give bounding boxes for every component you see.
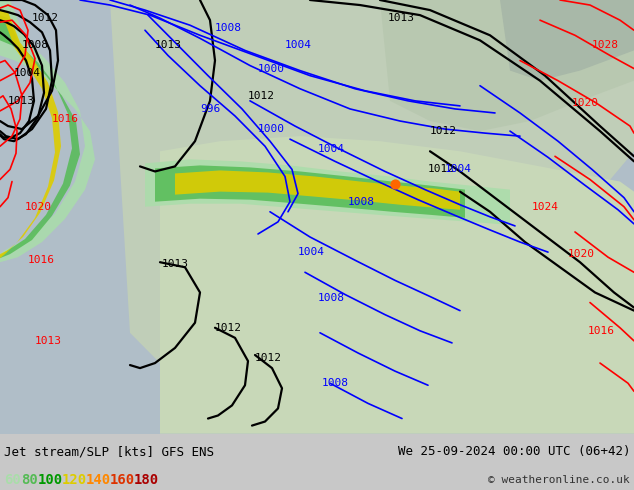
Text: 1013: 1013 <box>388 13 415 23</box>
Text: 1020: 1020 <box>25 202 52 212</box>
Text: 1004: 1004 <box>445 165 472 174</box>
Text: 1004: 1004 <box>285 40 312 50</box>
Text: 996: 996 <box>200 104 220 114</box>
Text: 60: 60 <box>4 473 21 487</box>
Text: 1000: 1000 <box>258 124 285 134</box>
Polygon shape <box>380 0 634 131</box>
Text: 1016: 1016 <box>28 255 55 265</box>
Text: 1012: 1012 <box>248 91 275 101</box>
Text: 1020: 1020 <box>568 249 595 259</box>
Text: 1008: 1008 <box>22 40 49 50</box>
Polygon shape <box>0 15 80 258</box>
Text: 1024: 1024 <box>532 202 559 212</box>
Text: 1004: 1004 <box>298 247 325 257</box>
Text: 1000: 1000 <box>258 64 285 74</box>
Polygon shape <box>175 171 460 210</box>
Text: 180: 180 <box>134 473 159 487</box>
Text: 1008: 1008 <box>348 196 375 207</box>
Text: 1012: 1012 <box>428 165 455 174</box>
Text: 1013: 1013 <box>8 96 35 106</box>
Polygon shape <box>0 10 61 258</box>
Text: 100: 100 <box>38 473 63 487</box>
Polygon shape <box>155 166 465 218</box>
Text: 1004: 1004 <box>14 68 41 77</box>
Text: We 25-09-2024 00:00 UTC (06+42): We 25-09-2024 00:00 UTC (06+42) <box>398 445 630 458</box>
Text: 160: 160 <box>110 473 135 487</box>
Text: 80: 80 <box>21 473 38 487</box>
Text: 1008: 1008 <box>318 293 345 302</box>
Polygon shape <box>500 0 634 81</box>
Text: 120: 120 <box>62 473 87 487</box>
Text: 1020: 1020 <box>572 98 599 108</box>
Polygon shape <box>160 136 634 434</box>
Text: 1012: 1012 <box>215 323 242 333</box>
Text: 140: 140 <box>86 473 111 487</box>
Text: 1013: 1013 <box>155 40 182 50</box>
Polygon shape <box>110 0 634 423</box>
Text: 1004: 1004 <box>318 144 345 154</box>
Text: Jet stream/SLP [kts] GFS ENS: Jet stream/SLP [kts] GFS ENS <box>4 445 214 458</box>
Text: © weatheronline.co.uk: © weatheronline.co.uk <box>488 475 630 485</box>
Text: 1008: 1008 <box>322 378 349 388</box>
Text: 1013: 1013 <box>35 336 62 346</box>
Text: 1008: 1008 <box>215 23 242 33</box>
Text: 1028: 1028 <box>592 40 619 50</box>
Text: 1012: 1012 <box>32 13 59 23</box>
Text: 1012: 1012 <box>430 126 457 136</box>
Point <box>390 180 400 188</box>
Text: 1016: 1016 <box>588 326 615 336</box>
Polygon shape <box>145 159 510 225</box>
Polygon shape <box>0 0 95 262</box>
Text: 1012: 1012 <box>255 353 282 363</box>
Text: 1013: 1013 <box>162 259 189 269</box>
Text: 1016: 1016 <box>52 114 79 124</box>
